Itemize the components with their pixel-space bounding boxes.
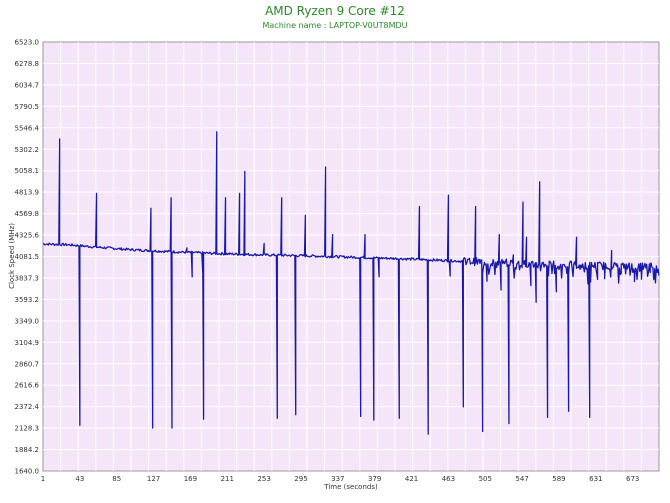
clock-speed-series-line bbox=[42, 131, 660, 435]
y-tick-label: 2860.7 bbox=[15, 360, 40, 368]
y-tick-label: 3349.0 bbox=[15, 317, 40, 325]
y-tick-label: 3104.9 bbox=[15, 339, 40, 347]
y-tick-label: 6523.0 bbox=[15, 39, 40, 47]
y-tick-label: 5790.5 bbox=[15, 103, 40, 111]
x-tick-label: 127 bbox=[147, 475, 160, 483]
y-tick-label: 3593.2 bbox=[15, 296, 40, 304]
x-axis-label: Time (seconds) bbox=[323, 483, 378, 491]
x-tick-label: 463 bbox=[442, 475, 455, 483]
tick-labels: 1640.0 1884.2 2128.3 2372.4 2616.6 2860.7 3104… bbox=[15, 39, 640, 484]
x-tick-label: 379 bbox=[368, 475, 381, 483]
y-axis-label: Clock Speed (MHz) bbox=[8, 223, 16, 289]
chart-subtitle: Machine name : LAPTOP-V0UT8MDU bbox=[262, 21, 408, 30]
x-tick-label: 43 bbox=[75, 475, 84, 483]
y-tick-label: 5058.1 bbox=[15, 167, 40, 175]
y-tick-label: 4081.5 bbox=[15, 253, 40, 261]
x-tick-label: 589 bbox=[552, 475, 565, 483]
y-tick-label: 4569.8 bbox=[15, 210, 40, 218]
y-tick-label: 5302.2 bbox=[15, 146, 40, 154]
y-tick-label: 2128.3 bbox=[15, 425, 40, 433]
x-tick-label: 253 bbox=[257, 475, 270, 483]
x-tick-label: 505 bbox=[479, 475, 492, 483]
chart-title: AMD Ryzen 9 Core #12 bbox=[265, 4, 405, 18]
y-tick-label: 6034.7 bbox=[15, 81, 40, 89]
y-tick-label: 3837.3 bbox=[15, 274, 40, 282]
x-tick-label: 1 bbox=[41, 475, 45, 483]
x-tick-label: 295 bbox=[294, 475, 307, 483]
x-tick-label: 547 bbox=[515, 475, 528, 483]
x-tick-label: 631 bbox=[589, 475, 602, 483]
y-tick-label: 5546.4 bbox=[15, 124, 40, 132]
x-tick-label: 421 bbox=[405, 475, 418, 483]
y-tick-label: 4325.6 bbox=[15, 232, 40, 240]
y-tick-label: 1640.0 bbox=[15, 468, 40, 476]
x-tick-label: 85 bbox=[112, 475, 121, 483]
y-tick-label: 2372.4 bbox=[15, 403, 40, 411]
y-tick-label: 2616.6 bbox=[15, 382, 40, 390]
y-tick-label: 4813.9 bbox=[15, 189, 40, 197]
y-tick-label: 1884.2 bbox=[15, 446, 40, 454]
x-tick-label: 337 bbox=[331, 475, 344, 483]
x-tick-label: 169 bbox=[184, 475, 197, 483]
x-tick-label: 673 bbox=[626, 475, 639, 483]
y-tick-label: 6278.8 bbox=[15, 60, 40, 68]
x-tick-label: 211 bbox=[221, 475, 234, 483]
